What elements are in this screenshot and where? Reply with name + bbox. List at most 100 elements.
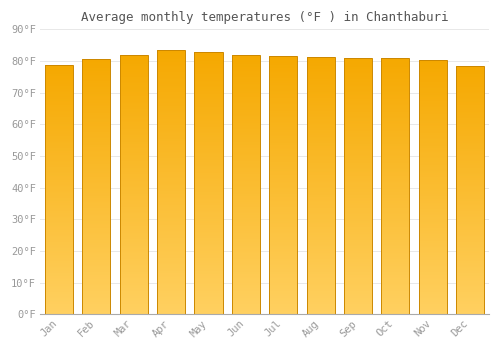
Bar [194,246,222,247]
Bar [456,236,484,237]
Bar [157,199,185,201]
Bar [194,236,222,237]
Bar [456,241,484,242]
Bar [270,238,297,239]
Bar [194,271,222,272]
Bar [194,173,222,174]
Bar [456,248,484,250]
Bar [382,142,409,144]
Bar [45,208,73,210]
Bar [419,307,447,308]
Bar [344,205,372,206]
Bar [456,150,484,152]
Bar [306,151,334,152]
Bar [157,263,185,264]
Bar [232,231,260,233]
Bar [382,77,409,78]
Bar [194,229,222,230]
Bar [306,202,334,204]
Bar [382,247,409,249]
Bar [120,126,148,127]
Bar [306,152,334,154]
Bar [270,89,297,90]
Bar [45,246,73,247]
Bar [45,304,73,306]
Bar [120,113,148,114]
Bar [120,200,148,202]
Bar [270,125,297,126]
Bar [232,211,260,212]
Bar [194,149,222,150]
Bar [419,262,447,264]
Bar [194,174,222,175]
Bar [194,176,222,178]
Bar [456,281,484,282]
Bar [270,87,297,89]
Bar [120,244,148,246]
Bar [194,142,222,144]
Bar [270,153,297,154]
Bar [306,211,334,213]
Bar [270,183,297,184]
Bar [270,192,297,193]
Bar [120,228,148,229]
Bar [419,110,447,111]
Bar [456,88,484,89]
Bar [456,263,484,265]
Bar [194,57,222,58]
Bar [194,166,222,167]
Bar [270,95,297,96]
Bar [419,279,447,280]
Bar [82,175,110,177]
Bar [157,149,185,150]
Bar [270,220,297,222]
Bar [194,184,222,186]
Bar [194,299,222,300]
Bar [306,259,334,260]
Bar [456,207,484,209]
Bar [232,191,260,193]
Bar [382,257,409,258]
Bar [194,167,222,169]
Bar [456,188,484,189]
Bar [82,160,110,161]
Bar [82,59,110,61]
Bar [232,143,260,145]
Bar [270,174,297,175]
Bar [45,161,73,162]
Bar [270,150,297,152]
Bar [270,156,297,157]
Bar [82,112,110,113]
Bar [82,78,110,79]
Bar [82,96,110,98]
Bar [419,97,447,99]
Bar [270,81,297,82]
Bar [419,88,447,90]
Bar [344,312,372,313]
Bar [157,300,185,301]
Bar [382,128,409,130]
Bar [157,299,185,300]
Bar [306,66,334,67]
Bar [232,235,260,237]
Bar [382,95,409,96]
Bar [120,63,148,64]
Bar [157,302,185,304]
Bar [344,60,372,62]
Bar [157,251,185,252]
Bar [344,300,372,302]
Bar [45,286,73,287]
Bar [232,134,260,135]
Bar [45,205,73,206]
Bar [82,101,110,103]
Bar [382,159,409,160]
Bar [270,303,297,304]
Bar [270,99,297,100]
Bar [157,309,185,310]
Bar [456,283,484,285]
Bar [456,139,484,140]
Bar [45,237,73,238]
Bar [382,200,409,201]
Bar [157,224,185,226]
Bar [120,308,148,309]
